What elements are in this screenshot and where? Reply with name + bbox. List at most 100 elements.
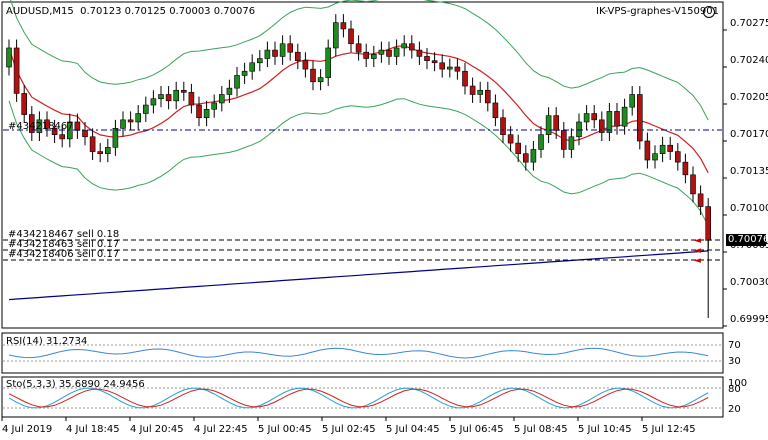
symbol-timeframe: AUDUSD,M15 [6,6,74,17]
candle-body [302,60,309,70]
rsi-level-30: 30 [728,356,741,367]
candle-body [614,111,620,127]
time-axis-label: 5 Jul 06:45 [450,424,504,435]
long-ma-line [8,250,709,301]
candle-body [89,136,96,152]
candle-body [74,121,81,131]
candle-body [454,66,461,72]
price-axis-label: 0.70240 [730,55,768,66]
time-axis-label: 4 Jul 20:45 [130,424,184,435]
lower-band-line [8,98,709,227]
rsi-level-70: 70 [728,340,741,351]
stoch-level-80: 80 [728,384,741,395]
main-panel [1,1,724,329]
order-label-1: #434218467 sell 0.18 [8,229,120,240]
candle-body [226,87,233,95]
candle-body [576,121,582,138]
candle-body [203,108,210,119]
candle-body [492,102,499,119]
candle-body [408,43,415,51]
candle-body [143,104,149,114]
candle-body [59,134,66,140]
candle-body [211,102,217,110]
candle-body [522,153,529,163]
rsi-line [8,347,709,359]
candle-body [348,28,354,45]
price-axis-label: 0.70205 [730,92,768,103]
candle-body [82,130,88,138]
blue-line-label: #434218467 [8,121,74,132]
candle-body [705,206,712,241]
candle-body [310,68,316,83]
candle-body [256,58,263,64]
candle-body [416,49,423,57]
rsi-panel [1,332,724,374]
price-axis-label: 0.70170 [730,129,768,140]
price-axis-label: 0.70275 [730,18,768,29]
candle-body [446,66,453,70]
time-axis-label: 5 Jul 00:45 [258,424,312,435]
candle-body [188,92,195,106]
candle-body [568,136,575,150]
candle-body [690,174,696,195]
time-axis-label: 5 Jul 02:45 [322,424,376,435]
order-arrow-icon: ◄ [694,256,701,266]
order-label-2: #434218463 sell 0.17 [8,239,120,250]
candle-body [181,89,187,93]
candle-body [21,93,28,115]
candle-body [644,140,651,161]
candle-body [477,89,484,95]
candle-body [127,119,134,123]
candle-body [591,113,598,121]
candle-body [484,89,491,104]
ohlc-values: 0.70123 0.70125 0.70003 0.70076 [80,6,256,17]
time-axis-label: 5 Jul 10:45 [578,424,632,435]
price-axis-label: 0.70135 [730,166,768,177]
candle-body [332,22,339,49]
candle-body [272,49,278,57]
candle-body [469,85,476,95]
candle-body [279,43,286,57]
candle-body [560,130,567,150]
candle-body [606,111,613,133]
candle-body [636,94,643,142]
stoch-main-line [8,387,709,409]
candle-body [553,115,560,131]
candle-body [500,117,506,135]
candle-body [97,151,103,154]
candle-body [370,54,377,59]
candle-body [219,94,225,104]
price-axis-label: 0.70030 [730,277,768,288]
price-axis-label: 0.69995 [730,314,768,325]
candle-body [545,115,552,135]
time-axis-label: 5 Jul 08:45 [514,424,568,435]
candle-body [355,43,362,53]
candle-body [583,113,590,123]
candle-body [674,151,681,163]
candle-body [515,142,522,154]
candle-body [659,144,666,154]
candle-body [13,47,20,94]
symbol-header: AUDUSD,M15 0.70123 0.70125 0.70003 0.700… [6,6,255,18]
order-label-3: #434218406 sell 0.17 [8,249,120,260]
candle-body [667,144,674,152]
stoch-label: Sto(5,3,3) 35.6890 24.9456 [6,379,145,390]
candle-body [598,119,605,133]
candle-body [363,51,370,59]
current-price-tag: 0.70076 [726,234,768,246]
smiley-icon [703,6,715,18]
candle-body [530,149,537,163]
candle-body [264,49,271,59]
candle-body [287,43,294,53]
account-label: IK-VPS-graphes-V150901 [596,6,719,17]
stoch-level-20: 20 [728,404,741,415]
candle-body [241,70,248,76]
order-arrow-icon: ◄ [694,236,701,246]
candle-body [44,119,50,129]
candle-body [234,75,240,89]
candle-body [325,47,332,78]
candle-body [249,62,255,72]
candle-body [393,47,400,57]
candle-body [120,119,126,129]
